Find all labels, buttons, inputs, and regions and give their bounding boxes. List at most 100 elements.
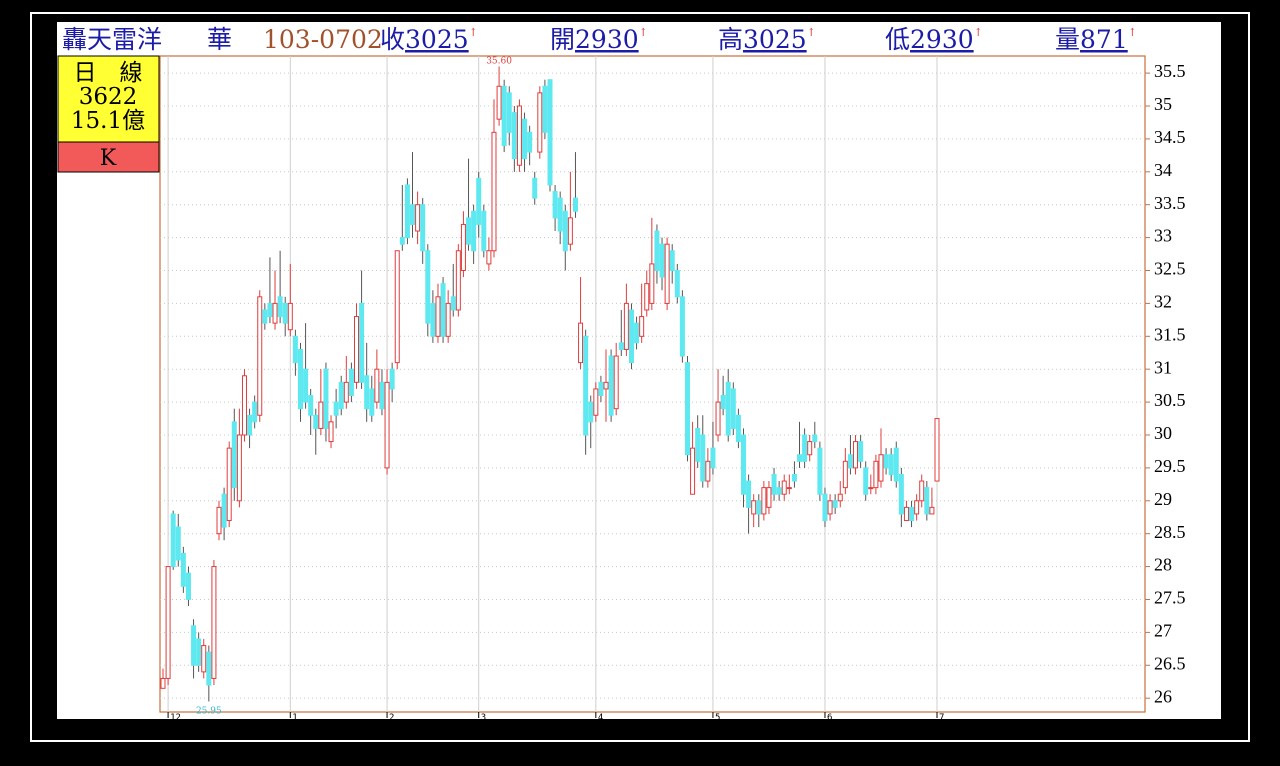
candle-body — [522, 118, 528, 160]
candle-body — [608, 355, 614, 416]
candle-body — [664, 243, 670, 304]
candle-body — [175, 526, 181, 561]
candle-body — [628, 309, 634, 364]
y-tick-label: 30 — [1154, 423, 1172, 443]
candle-body — [786, 487, 792, 490]
y-tick-label: 31.5 — [1154, 324, 1186, 344]
candle-body — [160, 677, 166, 689]
candle-body — [236, 434, 242, 502]
candle-body — [547, 79, 553, 186]
candle-body — [914, 500, 920, 515]
candle-body — [196, 638, 202, 666]
stock-name: 轟天雷洋 — [62, 25, 162, 54]
candle-body — [308, 395, 314, 416]
candle-body — [868, 487, 874, 490]
x-tick-label: 7 — [939, 713, 944, 723]
candle-body — [511, 112, 517, 160]
candle-body — [384, 381, 390, 469]
candle-body — [170, 513, 176, 568]
min-label: 25.95 — [196, 706, 222, 716]
candle-body — [634, 322, 640, 344]
panel — [57, 22, 1221, 719]
quote-label: 高 — [718, 25, 743, 54]
candle-body — [252, 401, 258, 423]
candle-body — [185, 572, 191, 600]
candle-body — [603, 381, 609, 390]
quote: 開2930↑ — [550, 25, 648, 54]
x-tick-label: 1 — [292, 713, 297, 723]
kind-box — [57, 141, 160, 173]
stock-name-2: 華 — [207, 25, 232, 54]
candle-body — [262, 309, 268, 324]
candle-body — [695, 427, 701, 462]
candle-body — [883, 454, 889, 469]
candle-body — [644, 283, 650, 311]
candle-body — [572, 197, 578, 212]
frame — [30, 12, 1250, 742]
candle-body — [491, 131, 497, 252]
candle-body — [328, 421, 334, 443]
candle-body — [878, 454, 884, 482]
y-tick-label: 33.5 — [1154, 193, 1186, 213]
y-tick-label: 27 — [1154, 621, 1172, 641]
candle-body — [343, 381, 349, 403]
candle-body — [817, 447, 823, 495]
candle-body — [272, 302, 278, 324]
quote-value: 2930 — [910, 25, 974, 54]
candle-body — [404, 184, 410, 239]
y-tick-label: 29 — [1154, 489, 1172, 509]
candle-body — [430, 302, 436, 337]
candle-body — [837, 493, 843, 502]
y-tick-label: 35 — [1154, 94, 1172, 114]
quote-value: 871 — [1080, 25, 1128, 54]
quote-value: 3025 — [743, 25, 807, 54]
candle-body — [863, 467, 869, 495]
candle-body — [929, 506, 935, 515]
y-tick-label: 30.5 — [1154, 390, 1186, 410]
candle-body — [338, 381, 344, 410]
y-tick-label: 31 — [1154, 357, 1172, 377]
candle-body — [781, 480, 787, 495]
candle-body — [303, 368, 309, 403]
candle-body — [389, 368, 395, 390]
candle-body — [506, 92, 512, 133]
code: 3622 — [79, 84, 138, 110]
y-tick-label: 27.5 — [1154, 588, 1186, 608]
y-tick-label: 26 — [1154, 686, 1172, 706]
candle-body — [542, 85, 548, 133]
candle-body — [354, 316, 359, 383]
candle-body — [292, 335, 298, 364]
date: 103-0702 — [263, 25, 383, 54]
candle-body — [924, 487, 930, 515]
candle-body — [746, 480, 752, 508]
candle-body — [211, 566, 217, 679]
candle-body — [853, 441, 859, 469]
max-label: 35.60 — [486, 57, 512, 67]
candle-body — [771, 473, 777, 495]
candle-body — [725, 381, 731, 436]
candle-body — [567, 217, 573, 245]
y-tick-label: 28.5 — [1154, 522, 1186, 542]
info-box — [57, 55, 160, 143]
candle-body — [206, 651, 212, 686]
candle-body — [323, 368, 329, 429]
x-tick-label: 12 — [170, 713, 181, 723]
candle-body — [700, 434, 706, 482]
candle-body — [476, 177, 482, 225]
quote: 低2930↑ — [885, 25, 983, 54]
candle-body — [797, 454, 803, 462]
candle-body — [318, 401, 324, 429]
candle-body — [791, 473, 797, 482]
candle-body — [613, 355, 619, 410]
candle-body — [415, 204, 421, 232]
candle-body — [191, 625, 197, 666]
candle-body — [379, 381, 385, 410]
y-tick-label: 28 — [1154, 555, 1172, 575]
candle-body — [618, 342, 624, 350]
y-tick-label: 34 — [1154, 160, 1172, 180]
candle-body — [420, 204, 426, 252]
candle-body — [715, 401, 721, 436]
candle-body — [741, 434, 746, 495]
candle-body — [496, 85, 502, 120]
candle-body — [435, 296, 441, 337]
